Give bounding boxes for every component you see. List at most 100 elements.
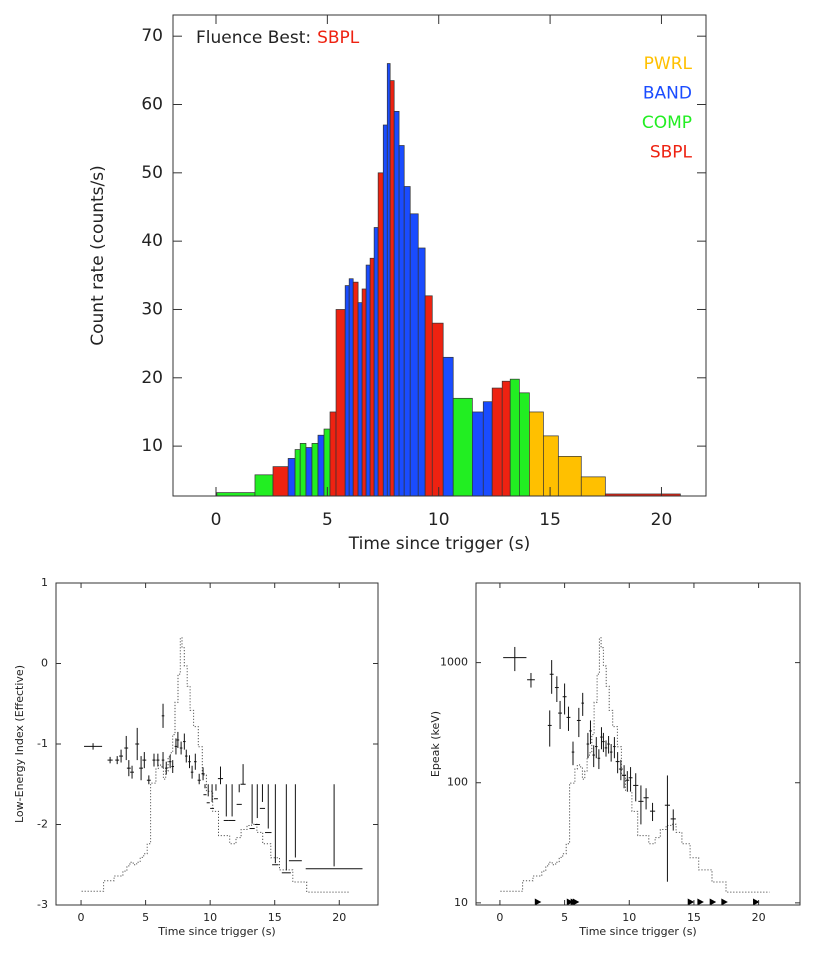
x-tick-label: 0 <box>211 510 222 530</box>
bar <box>305 447 313 497</box>
y-axis-label: Low-Energy Index (Effective) <box>13 665 26 823</box>
bar <box>393 110 400 497</box>
y-axis-label: Epeak (keV) <box>429 711 442 777</box>
bar <box>501 380 511 497</box>
x-axis-label: Time since trigger (s) <box>578 925 696 938</box>
bar <box>361 288 367 497</box>
bar <box>329 411 337 497</box>
plot-frame <box>475 582 801 906</box>
model-marker <box>753 898 760 906</box>
y-tick-label: 60 <box>141 95 163 115</box>
x-tick-label: 20 <box>651 510 673 530</box>
panel: 0 5 10 15 20 10 100 1000 Time since trigger (s) E… <box>429 582 801 938</box>
bar <box>216 492 256 497</box>
bar <box>482 401 493 497</box>
y-tick-label: 40 <box>141 231 163 251</box>
bar <box>373 227 379 497</box>
x-tick-label: 15 <box>539 510 561 530</box>
y-tick-label: -3 <box>37 898 48 911</box>
bar <box>386 63 391 497</box>
y-tick-label: 1 <box>41 576 48 589</box>
model-marker <box>721 898 728 906</box>
x-tick-label: 5 <box>561 911 568 924</box>
y-tick-label: -2 <box>37 818 48 831</box>
bar <box>529 411 544 497</box>
bar <box>424 295 433 497</box>
x-tick-label: 5 <box>142 911 149 924</box>
model-marker <box>572 898 580 906</box>
bar <box>518 392 530 497</box>
x-tick-label: 10 <box>428 510 450 530</box>
bar <box>254 474 274 497</box>
x-tick-label: 15 <box>687 911 701 924</box>
x-axis-label: Time since trigger (s) <box>348 534 531 554</box>
bar <box>431 322 444 497</box>
legend-entry: PWRL <box>644 54 693 74</box>
x-tick-label: 0 <box>496 911 503 924</box>
y-tick-label: -1 <box>37 737 48 750</box>
bar <box>323 428 331 497</box>
model-marker <box>697 898 704 906</box>
bar <box>557 456 582 497</box>
bar <box>311 443 319 497</box>
x-tick-label: 20 <box>752 911 766 924</box>
x-axis-label: Time since trigger (s) <box>157 925 275 938</box>
bar <box>299 443 307 497</box>
y-axis-label: Count rate (counts/s) <box>88 165 108 346</box>
bar <box>357 302 363 497</box>
x-tick-label: 10 <box>203 911 217 924</box>
bar <box>491 387 503 497</box>
model-marker <box>534 898 542 906</box>
x-tick-label: 10 <box>622 911 636 924</box>
bar <box>389 80 395 497</box>
model-marker <box>687 898 695 906</box>
bar <box>543 435 559 497</box>
model-marker <box>566 898 574 906</box>
bar <box>417 247 426 497</box>
y-tick-label: 20 <box>141 368 163 388</box>
annotation: Fluence Best: <box>196 28 311 48</box>
bar <box>580 476 606 497</box>
plot-frame <box>55 582 379 906</box>
bar <box>442 356 454 497</box>
light-curve-overlay <box>81 637 351 893</box>
annotation-model: SBPL <box>317 28 360 48</box>
y-tick-label: 1000 <box>440 656 468 669</box>
bar <box>294 449 301 497</box>
y-tick-label: 70 <box>141 26 163 46</box>
bar <box>365 264 371 497</box>
panel: 0 5 10 15 20 10 20 30 40 50 60 70 Time since trigger… <box>88 14 707 554</box>
bar <box>348 278 354 497</box>
y-tick-label: 30 <box>141 299 163 319</box>
bar <box>403 186 411 497</box>
y-tick-label: 100 <box>447 776 468 789</box>
x-tick-label: 20 <box>332 911 346 924</box>
bar <box>335 309 346 497</box>
x-tick-label: 15 <box>268 911 282 924</box>
bar <box>452 397 473 497</box>
light-curve-overlay <box>500 637 770 893</box>
bar <box>472 411 484 497</box>
legend-entry: COMP <box>642 113 692 133</box>
bar <box>369 257 375 497</box>
bar <box>272 466 289 497</box>
y-tick-label: 10 <box>141 436 163 456</box>
y-tick-label: 0 <box>41 657 48 670</box>
y-tick-label: 50 <box>141 163 163 183</box>
bar <box>344 285 350 497</box>
bar <box>317 434 325 497</box>
legend-entry: BAND <box>643 84 692 104</box>
bar <box>409 213 419 497</box>
y-tick-label: 10 <box>454 896 468 909</box>
x-tick-label: 0 <box>78 911 85 924</box>
x-tick-label: 5 <box>322 510 333 530</box>
bar <box>377 172 384 497</box>
bar <box>398 145 405 497</box>
bar <box>287 458 296 497</box>
bar <box>509 378 520 497</box>
model-marker <box>709 898 717 906</box>
bar <box>352 281 359 497</box>
bar <box>382 124 388 497</box>
